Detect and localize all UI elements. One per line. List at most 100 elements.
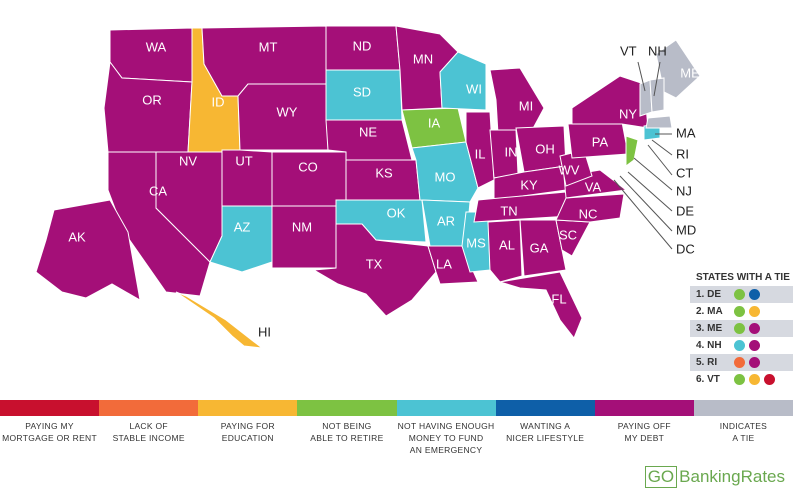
legend-label-tie: INDICATES A TIE (694, 420, 793, 456)
state-hi (175, 291, 264, 349)
external-label-nj: NJ (676, 183, 692, 198)
state-label-fl: FL (551, 291, 566, 306)
tie-row-label: 2. MA (696, 306, 723, 317)
external-label-md: MD (676, 222, 696, 237)
legend-label-line: WANTING A (520, 421, 571, 431)
legend-label-line: AN EMERGENCY (409, 445, 483, 455)
state-label-ak: AK (68, 229, 86, 244)
state-il (465, 111, 495, 189)
state-label-wy: WY (277, 104, 298, 119)
state-label-or: OR (142, 92, 162, 107)
state-ga (519, 219, 567, 277)
state-tie-shape (649, 77, 665, 113)
external-label-dc: DC (676, 241, 695, 256)
legend-labels: PAYING MY MORTGAGE OR RENT LACK OF STABLE I… (0, 420, 793, 456)
state-tx (312, 223, 437, 317)
legend-swatch-retire (297, 400, 397, 416)
state-ak (35, 199, 141, 301)
legend-label-education: PAYING FOR EDUCATION (198, 420, 297, 456)
external-label-de: DE (676, 203, 694, 218)
tie-row-label: 4. NH (696, 340, 722, 351)
tie-row-label: 6. VT (696, 374, 720, 385)
state-label-sc: SC (559, 227, 577, 242)
external-label-vt: VT (620, 43, 637, 58)
state-label-wv: WV (559, 162, 580, 177)
legend-label-line: MONEY TO FUND (408, 433, 484, 443)
external-label-ri: RI (676, 146, 689, 161)
state-label-nv: NV (179, 153, 197, 168)
state-label-mt: MT (259, 39, 278, 54)
state-label-ks: KS (375, 165, 393, 180)
legend-swatch-debt (594, 400, 694, 416)
tie-row: 3. ME (690, 320, 793, 337)
state-label-al: AL (499, 237, 515, 252)
state-nc (555, 193, 625, 223)
state-label-ia: IA (428, 115, 441, 130)
tie-dot-education (749, 374, 760, 385)
state-label-in: IN (505, 144, 518, 159)
state-label-hi: HI (258, 324, 271, 339)
tie-dot-retire (734, 306, 745, 317)
state-label-ut: UT (235, 153, 252, 168)
legend-swatch-mortgage (0, 400, 100, 416)
connector-dc (613, 179, 673, 250)
tie-row: 5. RI (690, 354, 793, 371)
state-al (487, 219, 523, 283)
tie-row: 6. VT (690, 371, 793, 388)
state-label-ar: AR (437, 213, 455, 228)
state-label-mi: MI (519, 98, 533, 113)
tie-dot-lifestyle (749, 289, 760, 300)
tie-dot-emergency (734, 340, 745, 351)
state-fl (499, 271, 583, 339)
tie-dot-debt (749, 357, 760, 368)
state-label-pa: PA (592, 134, 609, 149)
tie-dot-retire (734, 374, 745, 385)
state-label-mo: MO (435, 169, 456, 184)
legend-label-line: EDUCATION (221, 433, 274, 443)
state-label-co: CO (298, 159, 318, 174)
state-label-tx: TX (366, 256, 383, 271)
state-label-il: IL (475, 146, 486, 161)
connector-nh (653, 61, 661, 97)
state-label-tn: TN (500, 203, 517, 218)
legend-label-emergency: NOT HAVING ENOUGH MONEY TO FUND AN EMERGEN… (397, 420, 496, 456)
legend-bar (0, 400, 793, 416)
state-label-ny: NY (619, 106, 637, 121)
legend-label-line: MORTGAGE OR RENT (2, 433, 97, 443)
state-tn (473, 191, 571, 223)
tie-dot-retire (734, 323, 745, 334)
state-label-wi: WI (466, 81, 482, 96)
tie-row: 2. MA (690, 303, 793, 320)
state-label-me: ME (680, 65, 700, 80)
legend-label-line: PAYING MY (25, 421, 74, 431)
tie-row: 1. DE (690, 286, 793, 303)
state-wy (237, 83, 329, 151)
brand-name: BankingRates (679, 467, 785, 486)
tie-row-label: 1. DE (696, 289, 722, 300)
state-tie-shape (645, 115, 673, 129)
tie-legend: STATES WITH A TIE 1. DE 2. MA 3. ME 4. NH 5.… (690, 270, 793, 388)
state-label-nd: ND (353, 38, 372, 53)
tie-row-label: 5. RI (696, 357, 718, 368)
legend-label-income: LACK OF STABLE INCOME (99, 420, 198, 456)
connector-ri (651, 139, 673, 156)
legend-label-line: PAYING FOR (220, 421, 275, 431)
state-label-ky: KY (520, 177, 538, 192)
tie-dot-debt (749, 340, 760, 351)
legend-swatch-emergency (396, 400, 496, 416)
tie-dot-income (734, 357, 745, 368)
legend-label-line: INDICATES (719, 421, 768, 431)
state-label-ga: GA (530, 240, 549, 255)
connector-vt (637, 61, 646, 92)
state-mi (489, 67, 545, 135)
state-label-ok: OK (387, 205, 406, 220)
legend-label-line: STABLE INCOME (112, 433, 185, 443)
state-nj (625, 135, 639, 167)
legend-label-mortgage: PAYING MY MORTGAGE OR RENT (0, 420, 99, 456)
tie-dot-mortgage (764, 374, 775, 385)
state-label-ca: CA (149, 183, 167, 198)
tie-dot-retire (734, 289, 745, 300)
state-label-wa: WA (146, 39, 167, 54)
state-label-az: AZ (234, 219, 251, 234)
legend-label-line: MY DEBT (624, 433, 665, 443)
